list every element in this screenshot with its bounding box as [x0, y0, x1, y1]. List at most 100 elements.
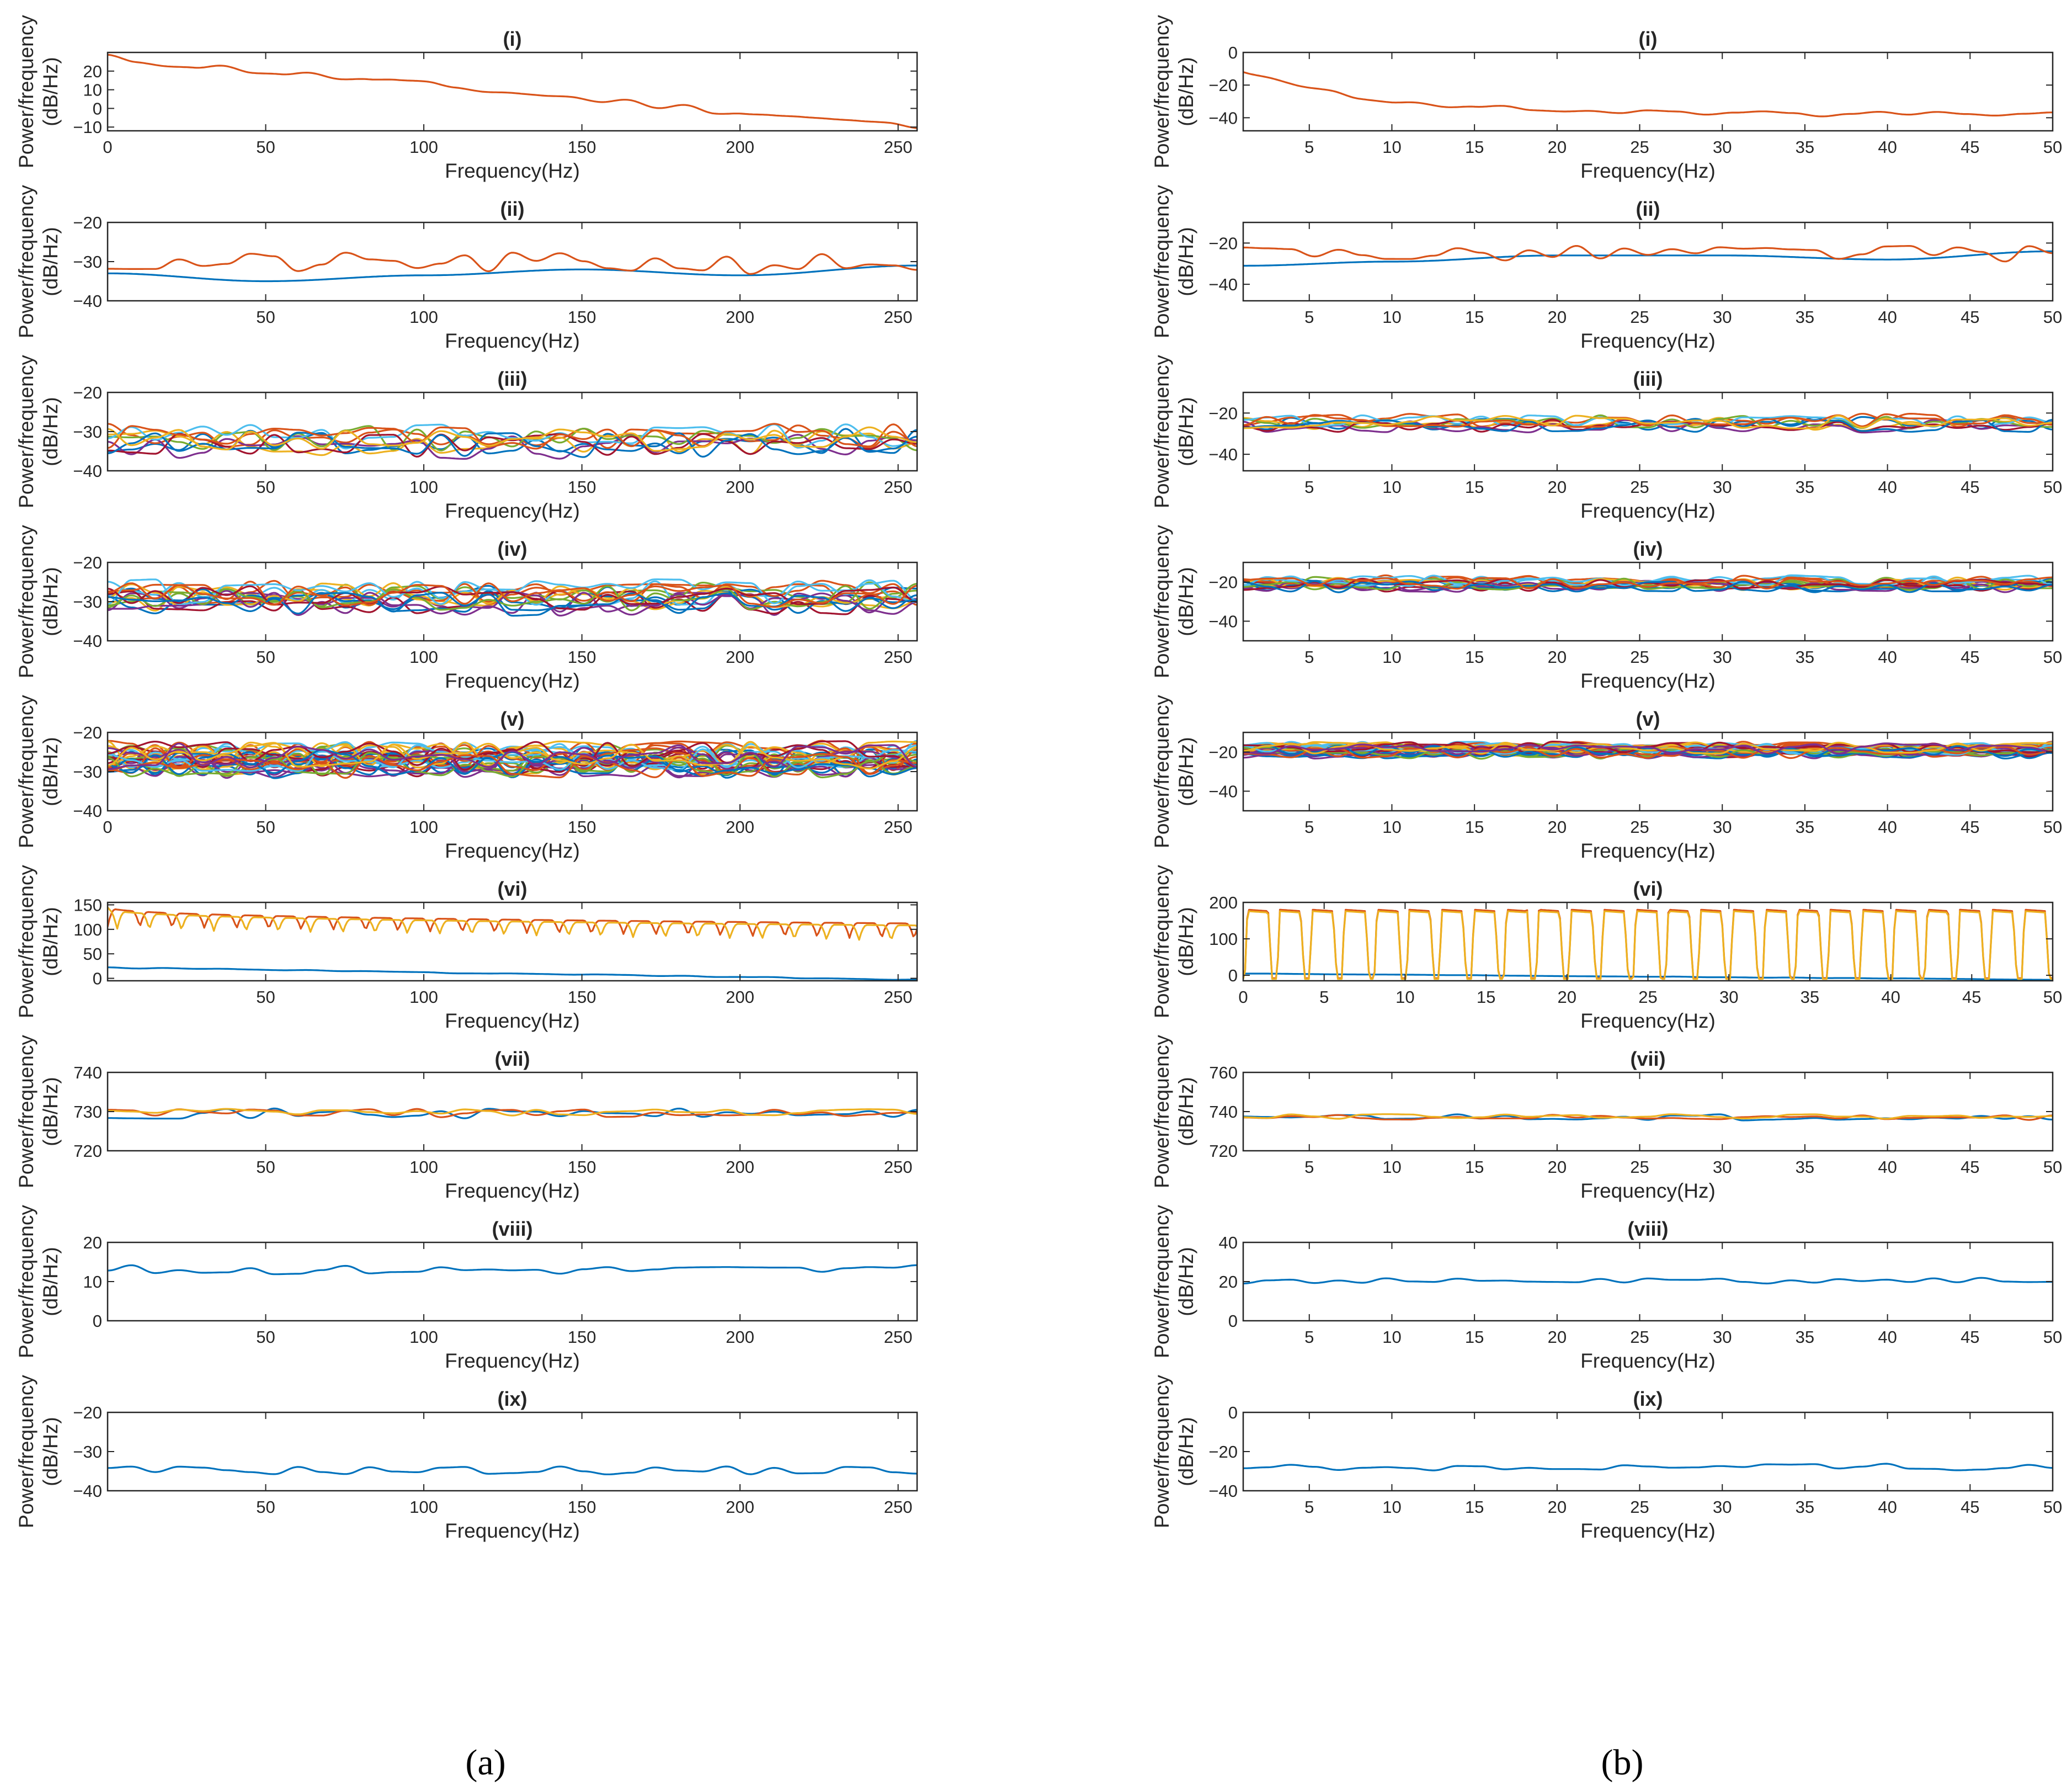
x-tick-label: 20: [1558, 987, 1576, 1007]
y-axis-label-line: (dB/Hz): [39, 57, 62, 126]
line-series-7-0-7: [1243, 418, 2053, 433]
x-tick-label: 20: [1548, 477, 1567, 497]
line-series-5-0-5: [108, 423, 917, 450]
y-tick-label: 720: [73, 1141, 102, 1161]
x-tick-label: 20: [1548, 817, 1567, 837]
x-tick-label: 40: [1878, 137, 1897, 157]
x-tick-label: 100: [409, 987, 438, 1007]
x-tick-label: 35: [1801, 987, 1819, 1007]
y-axis-label: Power/frequency(dB/Hz): [1150, 355, 1197, 508]
x-tick-label: 5: [1304, 1157, 1314, 1177]
y-axis-label-line: (dB/Hz): [1175, 567, 1197, 636]
x-tick-label: 25: [1638, 987, 1657, 1007]
x-tick-label: 50: [2043, 307, 2062, 327]
line-series-13-0-13: [108, 585, 917, 611]
x-tick-label: 50: [2043, 137, 2062, 157]
chart-title: (ix): [1633, 1388, 1663, 1410]
y-tick-label: 0: [1228, 43, 1238, 62]
x-tick-label: 30: [1713, 1327, 1732, 1347]
y-tick-label: 50: [83, 944, 102, 964]
axes-frame: [1242, 1071, 2054, 1152]
line-orange-0-0: [1243, 71, 2053, 118]
x-tick-label: 40: [1878, 1327, 1897, 1347]
y-axis-label: Power/frequency(dB/Hz): [15, 525, 62, 678]
line-blue-0-0: [108, 966, 917, 981]
x-axis-label: Frequency(Hz): [1580, 839, 1716, 862]
x-tick-label: 150: [568, 1497, 596, 1517]
y-axis-label: Power/frequency(dB/Hz): [1150, 865, 1197, 1018]
x-tick-label: 50: [256, 307, 275, 327]
x-tick-label: 10: [1382, 137, 1401, 157]
y-axis-label-line: (dB/Hz): [1175, 1247, 1197, 1316]
plot-area: [108, 578, 917, 617]
line-series-31-0-31: [108, 742, 917, 770]
y-axis-label: Power/frequency(dB/Hz): [15, 1375, 62, 1528]
x-tick-label: 100: [409, 307, 438, 327]
x-tick-label: 150: [568, 647, 596, 667]
y-axis-label-line: Power/frequency: [15, 355, 38, 508]
x-tick-label: 45: [1961, 647, 1979, 667]
x-tick-label: 10: [1382, 647, 1401, 667]
x-tick-label: 35: [1796, 477, 1814, 497]
y-axis-label-line: (dB/Hz): [39, 227, 62, 296]
x-axis-label: Frequency(Hz): [445, 1009, 580, 1032]
x-tick-label: 5: [1304, 647, 1314, 667]
plot-area: [108, 1465, 917, 1475]
x-tick-label: 150: [568, 137, 596, 157]
chart-b-1: 5 10 15 20 25 30 35 40 45 50 −40 −20 0 (i) Frequency(H…: [1150, 15, 2062, 182]
line-series-7-0-7: [108, 432, 917, 458]
chart-b-4: 5 10 15 20 25 30 35 40 45 50 −40 −20 (iv) Frequency(H…: [1150, 525, 2062, 692]
x-tick-label: 45: [1961, 817, 1979, 837]
x-tick-label: 40: [1878, 1497, 1897, 1517]
line-series-21-0-21: [108, 751, 917, 779]
plot-area: [108, 1107, 917, 1120]
y-tick-label: 740: [1209, 1102, 1238, 1122]
y-tick-label: 20: [1219, 1272, 1238, 1292]
y-tick-label: 0: [93, 99, 102, 118]
chart-title: (v): [500, 708, 525, 730]
x-tick-label: 10: [1382, 477, 1401, 497]
line-orange-1-0: [108, 908, 917, 939]
axes-frame: [1242, 731, 2054, 812]
line-yellow-2-0: [1243, 910, 2053, 980]
x-tick-label: 100: [409, 137, 438, 157]
axes-frame: [106, 51, 918, 132]
x-tick-label: 25: [1630, 137, 1649, 157]
y-axis-label: Power/frequency(dB/Hz): [15, 185, 62, 338]
x-tick-label: 45: [1961, 1327, 1979, 1347]
x-tick-label: 35: [1796, 307, 1814, 327]
axes-frame: [1242, 561, 2054, 642]
line-series-6-0-6: [108, 433, 917, 458]
chart-title: (i): [503, 28, 522, 50]
x-tick-label: 150: [568, 1157, 596, 1177]
y-axis-label-line: (dB/Hz): [1175, 737, 1197, 806]
x-tick-label: 35: [1796, 1327, 1814, 1347]
axes-frame: [1242, 51, 2054, 132]
x-tick-label: 30: [1719, 987, 1738, 1007]
y-axis-label-line: Power/frequency: [1150, 355, 1173, 508]
x-tick-label: 200: [726, 477, 754, 497]
x-tick-label: 200: [726, 1327, 754, 1347]
x-tick-label: 15: [1465, 477, 1484, 497]
axes-frame: [106, 1241, 918, 1322]
axes-frame: [1242, 1241, 2054, 1322]
y-axis-label-line: (dB/Hz): [39, 1247, 62, 1316]
line-series-14-0-14: [1243, 580, 2053, 593]
y-tick-label: −40: [1208, 108, 1238, 127]
y-axis-label: Power/frequency(dB/Hz): [15, 1205, 62, 1358]
x-tick-label: 10: [1382, 1327, 1401, 1347]
x-tick-label: 0: [103, 817, 112, 837]
plot-area: [1243, 908, 2053, 981]
x-tick-label: 5: [1319, 987, 1329, 1007]
chart-title: (vi): [1633, 878, 1663, 900]
plot-area: [1243, 1277, 2053, 1285]
x-tick-label: 50: [2043, 477, 2062, 497]
x-tick-label: 35: [1796, 1497, 1814, 1517]
y-tick-label: −40: [1208, 1481, 1238, 1501]
y-tick-label: −40: [1208, 445, 1238, 464]
caption-b: (b): [1601, 1742, 1644, 1783]
x-tick-label: 50: [2043, 1157, 2062, 1177]
line-blue-0-0: [1243, 1277, 2053, 1285]
x-tick-label: 45: [1961, 477, 1979, 497]
y-tick-label: 730: [73, 1102, 102, 1122]
